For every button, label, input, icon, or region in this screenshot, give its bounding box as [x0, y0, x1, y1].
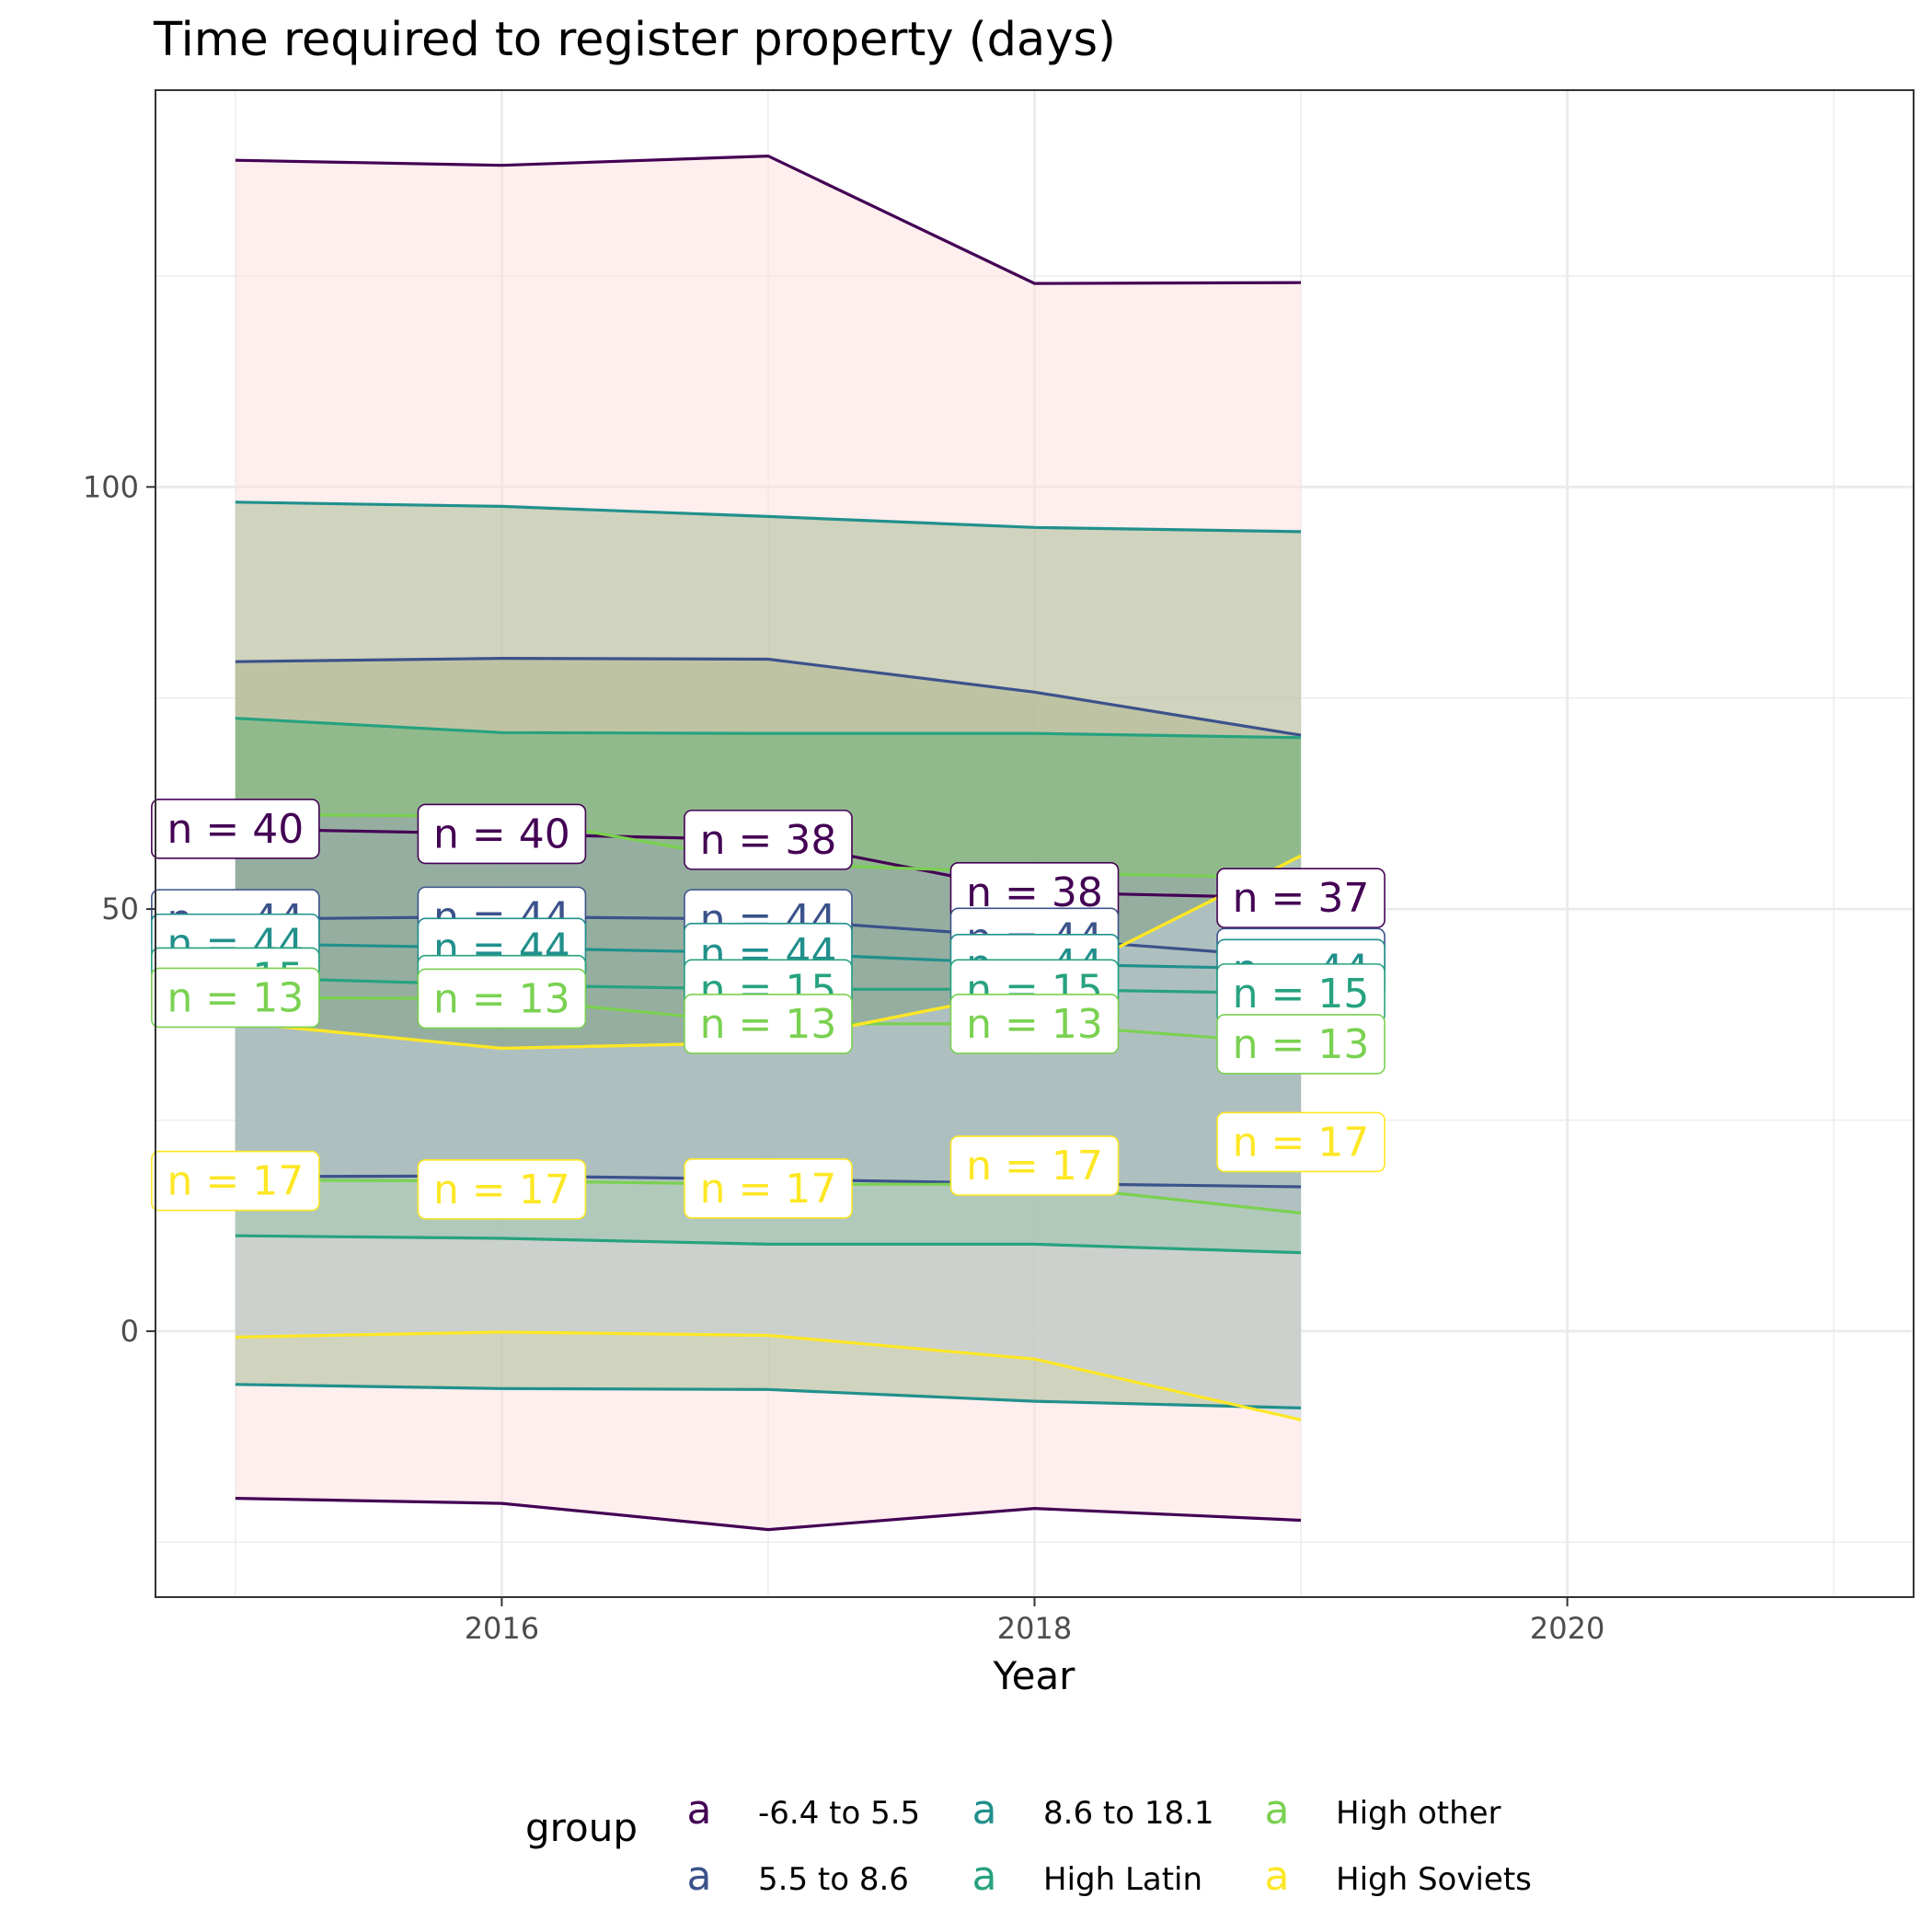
legend-label: 8.6 to 18.1	[1043, 1795, 1214, 1832]
legend-label: -6.4 to 5.5	[758, 1795, 920, 1832]
n-label-text: n = 15	[1233, 971, 1370, 1018]
x-tick-label: 2020	[1530, 1611, 1604, 1646]
y-tick-label: 100	[83, 469, 139, 504]
legend-label: High Latin	[1043, 1861, 1202, 1898]
x-axis-title: Year	[993, 1653, 1076, 1698]
n-label-box	[1216, 1014, 1386, 1075]
x-tick-label: 2018	[997, 1611, 1072, 1646]
n-label-box	[151, 799, 320, 859]
line-lower-high-soviets	[235, 1330, 1302, 1421]
n-label-text: n = 13	[167, 974, 305, 1021]
legend-item-6-4-to-5-5: a -6.4 to 5.5	[687, 1787, 921, 1834]
n-label-high-other: n = 13	[417, 968, 587, 1029]
legend-item-high-other: a High other	[1265, 1787, 1501, 1834]
n-label-6-4-to-5-5: n = 40	[417, 803, 587, 865]
n-label-text: n = 40	[433, 811, 570, 857]
n-label-box	[1216, 1111, 1386, 1173]
panel: n = 40 n = 40 n = 38n = 38 n = 37n = 44 n = …	[151, 89, 1915, 1598]
n-label-box	[684, 810, 853, 870]
n-label-text: n = 17	[966, 1143, 1103, 1190]
legend-item-5-5-to-8-6: a 5.5 to 8.6	[687, 1853, 909, 1900]
legend-key: a	[972, 1853, 997, 1900]
axes: 0 50 100 2016 2018 2020	[83, 469, 1604, 1646]
legend-key: a	[972, 1787, 997, 1834]
legend-key: a	[687, 1853, 712, 1900]
n-label-box	[151, 967, 320, 1029]
n-label-text: n = 38	[700, 817, 837, 864]
n-label-high-soviets: n = 17	[684, 1158, 853, 1219]
line-upper-6-4-to-5-5	[235, 154, 1302, 285]
n-label-text: n = 17	[1233, 1119, 1370, 1166]
n-label-text: n = 17	[167, 1158, 305, 1205]
line-lower-high-latin	[235, 1234, 1302, 1255]
n-label-high-other: n = 13	[949, 994, 1120, 1054]
n-label-text: n = 13	[433, 975, 570, 1022]
legend-key: a	[1265, 1853, 1290, 1900]
n-label-6-4-to-5-5: n = 38	[684, 810, 853, 870]
n-label-box	[417, 1158, 587, 1220]
n-labels: n = 40 n = 40 n = 38n = 38 n = 37n = 44 n = …	[151, 799, 1386, 1220]
legend-key: a	[687, 1787, 712, 1834]
n-label-box	[1216, 868, 1386, 928]
y-tick-label: 0	[121, 1314, 139, 1349]
y-tick-label: 50	[101, 891, 139, 926]
n-label-text: n = 13	[1233, 1021, 1370, 1068]
n-label-text: n = 13	[700, 1001, 837, 1048]
line-upper-5-5-to-8-6	[235, 656, 1302, 737]
n-label-box	[151, 1150, 320, 1212]
legend-title: group	[525, 1805, 638, 1850]
n-label-box	[417, 968, 587, 1029]
n-label-high-soviets: n = 17	[1216, 1111, 1386, 1173]
chart-title: Time required to register property (days…	[153, 13, 1116, 67]
n-label-box	[949, 1135, 1120, 1196]
n-label-text: n = 17	[433, 1167, 570, 1213]
n-label-box	[684, 1158, 853, 1219]
n-label-box	[417, 803, 587, 865]
n-label-text: n = 40	[167, 806, 305, 853]
n-label-high-soviets: n = 17	[151, 1150, 320, 1212]
n-label-high-other: n = 13	[1216, 1014, 1386, 1075]
n-label-high-other: n = 13	[684, 994, 853, 1054]
legend-label: 5.5 to 8.6	[758, 1861, 909, 1898]
line-lower-6-4-to-5-5	[235, 1497, 1302, 1532]
n-label-high-other: n = 13	[151, 967, 320, 1029]
legend-key: a	[1265, 1787, 1290, 1834]
n-label-high-soviets: n = 17	[417, 1158, 587, 1220]
legend-item-high-soviets: a High Soviets	[1265, 1853, 1532, 1900]
legend-label: High Soviets	[1336, 1861, 1532, 1898]
n-label-high-soviets: n = 17	[949, 1135, 1120, 1196]
n-label-box	[949, 994, 1120, 1054]
legend: group a -6.4 to 5.5 a 8.6 to 18.1 a High othe…	[525, 1787, 1532, 1900]
x-tick-label: 2016	[465, 1611, 539, 1646]
n-label-6-4-to-5-5: n = 40	[151, 799, 320, 859]
n-label-text: n = 17	[700, 1166, 837, 1213]
line-upper-high-latin	[235, 717, 1302, 740]
legend-label: High other	[1336, 1795, 1501, 1832]
line-lower-8-6-to-18-1	[235, 1383, 1302, 1409]
n-label-text: n = 37	[1233, 875, 1370, 922]
line-upper-8-6-to-18-1	[235, 500, 1302, 534]
n-label-text: n = 13	[966, 1001, 1103, 1048]
n-label-box	[684, 994, 853, 1054]
legend-item-8-6-to-18-1: a 8.6 to 18.1	[972, 1787, 1214, 1834]
n-label-6-4-to-5-5: n = 37	[1216, 868, 1386, 928]
legend-item-high-latin: a High Latin	[972, 1853, 1203, 1900]
